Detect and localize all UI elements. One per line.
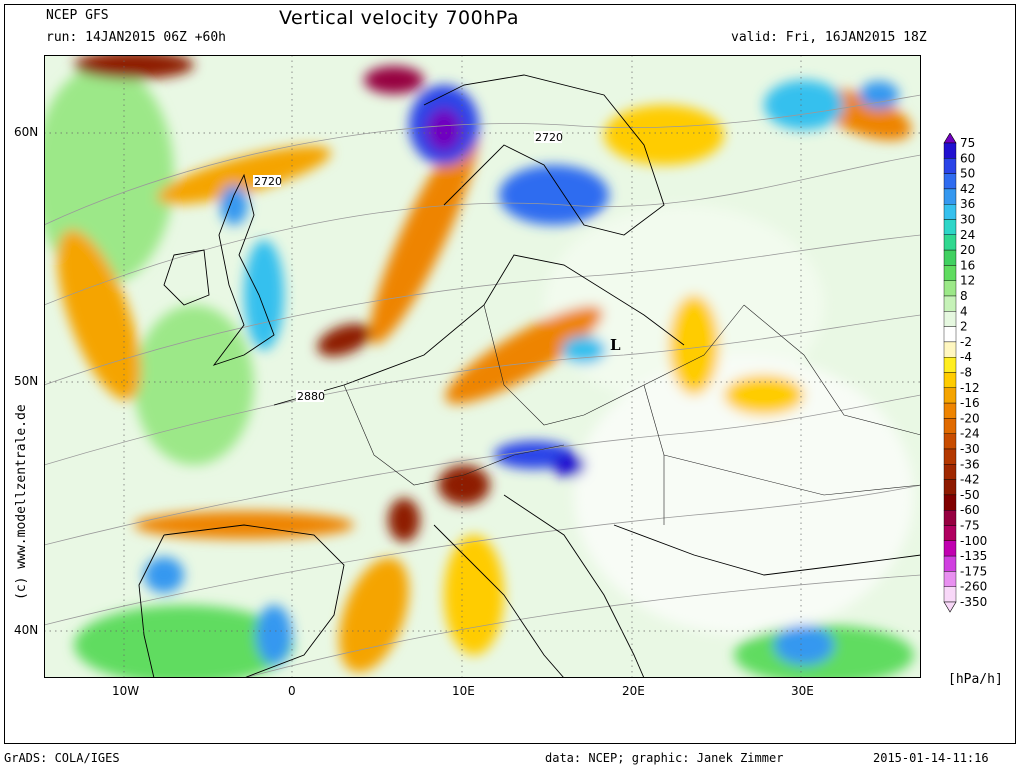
colorbar-tick-label: -100	[960, 534, 987, 548]
coastlines	[138, 74, 921, 678]
colorbar-tick-label: -50	[960, 488, 980, 502]
data-credit: data: NCEP; graphic: Janek Zimmer	[545, 751, 784, 765]
colorbar-tick-label: 16	[960, 258, 975, 272]
colorbar-tick-label: 20	[960, 243, 975, 257]
lat-label: 40N	[14, 623, 39, 637]
colorbar-swatch	[943, 448, 957, 465]
colorbar-swatch	[943, 234, 957, 251]
colorbar-swatch	[943, 372, 957, 389]
colorbar-tick-label: -350	[960, 595, 987, 609]
colorbar-swatch	[943, 433, 957, 450]
colorbar-swatch	[943, 203, 957, 220]
colorbar-tick-label: -8	[960, 366, 972, 380]
colorbar-tick-label: -60	[960, 503, 980, 517]
colorbar-swatch	[943, 464, 957, 480]
colorbar-swatch	[943, 356, 957, 373]
colorbar-swatch	[943, 418, 957, 434]
lat-label: 60N	[14, 125, 39, 139]
colorbar-swatch	[943, 249, 957, 266]
valid-label: valid: Fri, 16JAN2015 18Z	[731, 30, 927, 45]
run-label: run: 14JAN2015 06Z +60h	[46, 30, 227, 45]
colorbar-tick-label: 8	[960, 289, 968, 303]
colorbar-swatch	[943, 219, 957, 236]
colorbar-swatch	[943, 188, 957, 205]
colorbar-tick-label: -36	[960, 457, 980, 471]
lat-label: 50N	[14, 374, 39, 388]
colorbar-swatch	[943, 173, 957, 190]
colorbar-tick-label: -12	[960, 381, 980, 395]
colorbar-tick-label: 4	[960, 304, 968, 318]
grads-credit: GrADS: COLA/IGES	[4, 751, 120, 765]
colorbar-tick-label: 50	[960, 167, 975, 181]
contour-label: 2720	[254, 175, 282, 188]
colorbar-tick-label: 2	[960, 320, 968, 334]
colorbar-arrow-bottom	[943, 601, 957, 613]
colorbar-tick-label: -2	[960, 335, 972, 349]
lon-label: 30E	[791, 684, 814, 698]
colorbar: 75605042363024201612842-2-4-8-12-16-20-2…	[943, 133, 987, 613]
colorbar-tick-label: 42	[960, 182, 975, 196]
unit-label: [hPa/h]	[948, 672, 1003, 687]
colorbar-tick-label: 75	[960, 136, 975, 150]
colorbar-swatch	[943, 555, 957, 572]
colorbar-tick-label: -16	[960, 396, 980, 410]
colorbar-swatch	[943, 571, 957, 587]
contour-label: 2880	[297, 390, 325, 403]
colorbar-swatch	[943, 265, 957, 281]
colorbar-tick-label: -135	[960, 549, 987, 563]
lon-label: 0	[288, 684, 296, 698]
colorbar-swatch	[943, 142, 957, 159]
lon-label: 10W	[112, 684, 140, 698]
low-pressure-marker: L	[610, 336, 621, 354]
colorbar-swatch	[943, 326, 957, 343]
model-label: NCEP GFS	[46, 8, 109, 23]
colorbar-swatch	[943, 586, 957, 603]
colorbar-swatch	[943, 494, 957, 511]
colorbar-tick-label: -20	[960, 411, 980, 425]
colorbar-swatch	[943, 158, 957, 174]
colorbar-tick-label: 60	[960, 151, 975, 165]
colorbar-swatch	[943, 479, 957, 496]
contour-label: 2720	[535, 131, 563, 144]
colorbar-tick-label: -42	[960, 473, 980, 487]
colorbar-tick-label: -24	[960, 427, 980, 441]
colorbar-swatch	[943, 525, 957, 542]
lon-label: 20E	[622, 684, 645, 698]
colorbar-swatch	[943, 387, 957, 404]
colorbar-swatch	[943, 341, 957, 358]
timestamp: 2015-01-14-11:16	[873, 751, 989, 765]
plot-frame	[4, 4, 1016, 744]
map-border	[44, 55, 921, 678]
colorbar-tick-label: -75	[960, 519, 980, 533]
colorbar-swatch	[943, 311, 957, 327]
colorbar-swatch	[943, 280, 957, 297]
weather-map: 2720 2720 2880 L	[44, 55, 921, 678]
colorbar-tick-label: -260	[960, 580, 987, 594]
colorbar-tick-label: -175	[960, 564, 987, 578]
country-borders	[343, 304, 921, 525]
contour-label-group: 2720 2720 2880	[253, 131, 563, 403]
colorbar-arrow-top	[943, 133, 957, 144]
colorbar-tick-label: 36	[960, 197, 975, 211]
chart-title: Vertical velocity 700hPa	[279, 7, 520, 29]
lon-label: 10E	[452, 684, 475, 698]
colorbar-tick-label: 24	[960, 228, 975, 242]
colorbar-swatch	[943, 540, 957, 557]
colorbar-swatch	[943, 510, 957, 526]
colorbar-swatch	[943, 295, 957, 312]
height-contours	[44, 94, 921, 678]
colorbar-tick-label: -30	[960, 442, 980, 456]
watermark-text: (c) www.modellzentrale.de	[14, 404, 29, 600]
colorbar-swatch	[943, 402, 957, 419]
colorbar-tick-label: 30	[960, 213, 975, 227]
colorbar-tick-label: 12	[960, 274, 975, 288]
colorbar-tick-label: -4	[960, 350, 972, 364]
